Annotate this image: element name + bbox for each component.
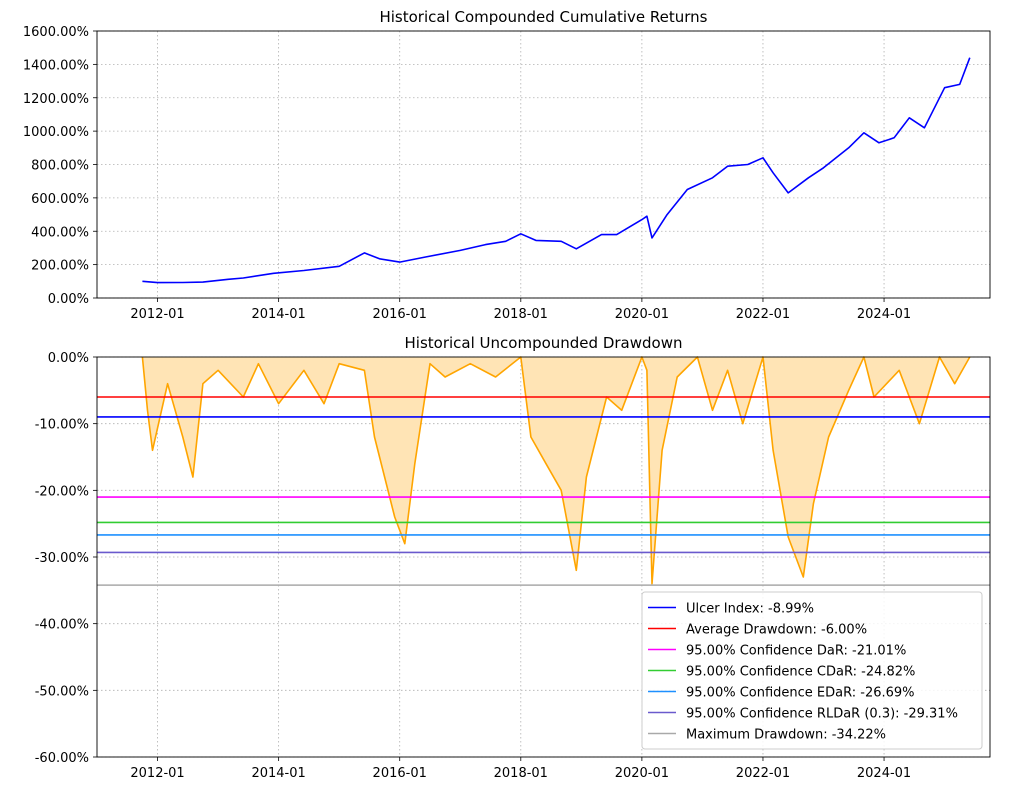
x-tick-label: 2016-01 (373, 307, 427, 322)
y-tick-label: 1000.00% (23, 125, 89, 140)
drawdown-area (142, 357, 970, 584)
x-tick-label: 2012-01 (130, 307, 184, 322)
y-tick-label: -20.00% (35, 484, 89, 499)
chart-2: Historical Uncompounded Drawdown 2012-01 2… (35, 334, 991, 781)
y-tick-label: -10.00% (35, 418, 89, 433)
y-tick-label: 800.00% (31, 159, 89, 174)
drawdown-line (141, 356, 971, 585)
y-tick-label: 0.00% (48, 292, 89, 307)
y-tick-label: 1200.00% (23, 92, 89, 107)
x-tick-label: 2014-01 (251, 766, 305, 781)
gridlines (97, 30, 990, 299)
x-tick-label: 2024-01 (857, 766, 911, 781)
y-tick-label: 400.00% (31, 225, 89, 240)
x-tick-label: 2020-01 (615, 766, 669, 781)
y-tick-label: 1600.00% (23, 25, 89, 40)
axes-frame (96, 356, 991, 758)
chart-1: Historical Compounded Cumulative Returns… (23, 8, 991, 322)
legend: Ulcer Index: -8.99% Average Drawdown: -6.… (641, 591, 983, 750)
axes-frame (96, 30, 991, 299)
legend-label: 95.00% Confidence RLDaR (0.3): -29.31% (686, 707, 958, 722)
chart-title: Historical Uncompounded Drawdown (405, 334, 683, 352)
legend-label: 95.00% Confidence DaR: -21.01% (686, 644, 906, 659)
legend-label: 95.00% Confidence CDaR: -24.82% (686, 665, 915, 680)
y-tick-label: 1400.00% (23, 58, 89, 73)
legend-box (641, 591, 983, 750)
x-tick-label: 2014-01 (251, 307, 305, 322)
x-tick-label: 2020-01 (615, 307, 669, 322)
legend-label: 95.00% Confidence EDaR: -26.69% (686, 686, 915, 701)
cumulative-return-line (142, 57, 971, 284)
y-tick-label: -40.00% (35, 618, 89, 633)
legend-label: Ulcer Index: -8.99% (686, 602, 814, 617)
y-tick-label: -30.00% (35, 551, 89, 566)
y-tick-label: 0.00% (48, 351, 89, 366)
x-tick-label: 2022-01 (736, 307, 790, 322)
y-tick-label: -50.00% (35, 684, 89, 699)
y-tick-label: 600.00% (31, 192, 89, 207)
y-tick-label: 200.00% (31, 259, 89, 274)
legend-label: Average Drawdown: -6.00% (686, 623, 867, 638)
x-tick-label: 2012-01 (130, 766, 184, 781)
y-tick-label: -60.00% (35, 751, 89, 766)
x-tick-label: 2024-01 (857, 307, 911, 322)
legend-label: Maximum Drawdown: -34.22% (686, 728, 886, 743)
x-tick-label: 2016-01 (373, 766, 427, 781)
x-tick-label: 2022-01 (736, 766, 790, 781)
x-tick-label: 2018-01 (494, 766, 548, 781)
x-tick-label: 2018-01 (494, 307, 548, 322)
chart-title: Historical Compounded Cumulative Returns (379, 8, 707, 26)
